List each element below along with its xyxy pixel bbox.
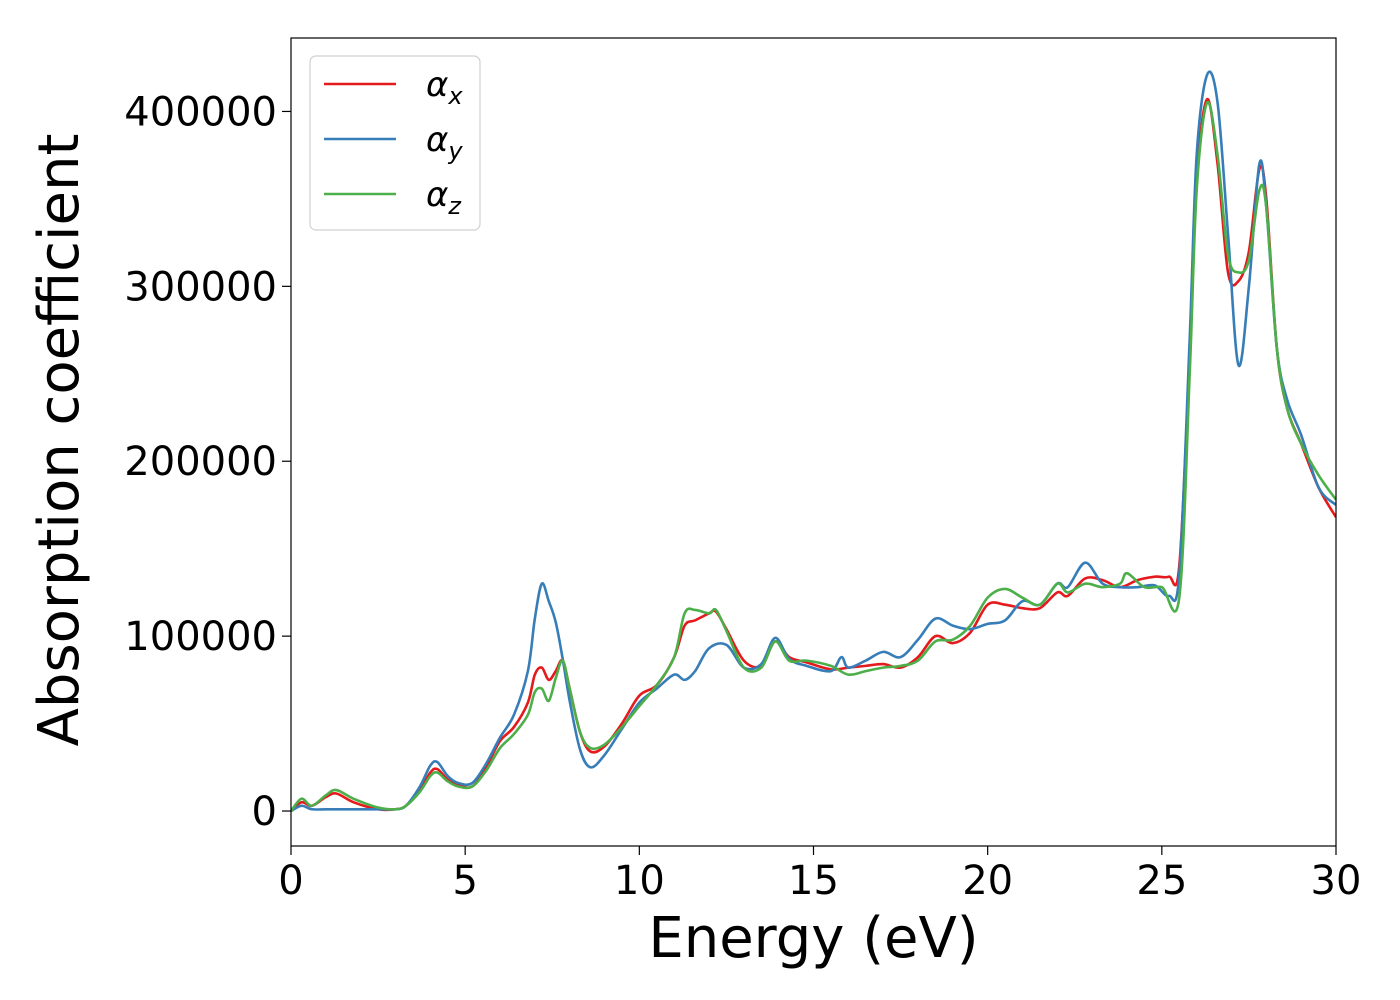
plot-area [291,70,1336,813]
y-tick-label: 300000 [124,264,277,310]
x-tick-label: 15 [788,858,839,904]
axes: 0 5 10 15 20 25 30 0 100000 200000 300000 400000 [124,37,1362,904]
x-tick-label: 20 [962,858,1013,904]
legend-label-x: αx [426,65,463,110]
legend-box [309,55,481,231]
y-tick-label: 200000 [124,439,277,485]
y-tick-label: 0 [252,789,277,835]
y-tick-label: 400000 [124,89,277,135]
series-line-y [291,70,1336,813]
y-axis-label: Absorption coefficient [27,134,92,747]
x-tick-label: 0 [278,858,303,904]
x-axis-label: Energy (eV) [648,906,978,971]
series-line-z [291,100,1336,812]
x-tick-label: 10 [614,858,665,904]
x-tick-label: 25 [1136,858,1187,904]
x-tick-label: 5 [452,858,477,904]
legend: αx αy αz [309,55,481,231]
legend-label-z: αz [426,175,462,220]
x-tick-label: 30 [1311,858,1362,904]
legend-label-y: αy [426,120,463,165]
y-tick-label: 100000 [124,614,277,660]
